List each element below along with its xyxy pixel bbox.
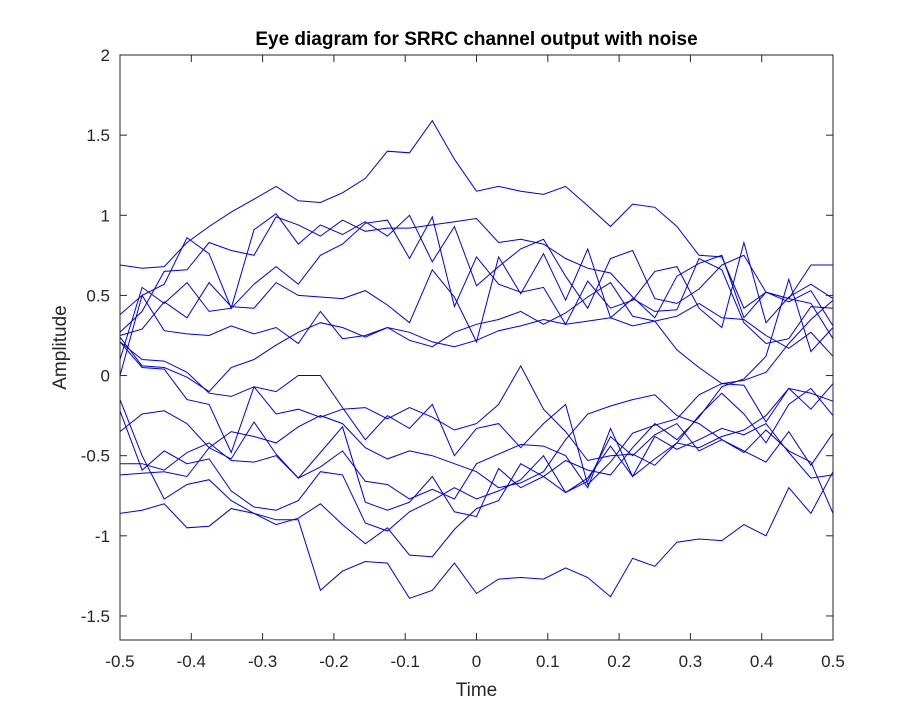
x-axis-label: Time bbox=[456, 680, 498, 701]
y-tick-label-3: 0 bbox=[101, 367, 110, 386]
y-tick-label-5: 1 bbox=[101, 206, 110, 225]
x-axis-ticks: -0.5 -0.4 -0.3 -0.2 -0.1 0 0.1 0.2 0.3 0.4 0.5 bbox=[105, 55, 845, 671]
y-tick-label-6: 1.5 bbox=[86, 126, 110, 145]
trace-line-4 bbox=[119, 215, 834, 360]
chart-title: Eye diagram for SRRC channel output with… bbox=[255, 29, 697, 50]
x-tick-label-1: -0.4 bbox=[177, 652, 206, 671]
x-tick-label-0: -0.5 bbox=[105, 652, 134, 671]
y-tick-label-7: 2 bbox=[101, 46, 110, 65]
x-tick-label-5: 0 bbox=[472, 652, 481, 671]
trace-line-11 bbox=[120, 422, 834, 500]
y-tick-label-2: -0.5 bbox=[81, 447, 110, 466]
trace-line-3 bbox=[119, 213, 834, 339]
trace-line-12 bbox=[119, 421, 834, 518]
trace-line-9 bbox=[119, 341, 834, 486]
trace-line-7 bbox=[119, 281, 834, 393]
x-tick-label-10: 0.5 bbox=[821, 652, 845, 671]
trace-line-15 bbox=[119, 471, 834, 599]
trace-line-6 bbox=[119, 294, 834, 376]
x-tick-label-4: -0.1 bbox=[391, 652, 420, 671]
trace-line-8 bbox=[119, 341, 834, 466]
x-tick-label-3: -0.2 bbox=[319, 652, 348, 671]
y-axis-label: Amplitude bbox=[50, 305, 71, 390]
plot-area bbox=[120, 55, 833, 640]
y-tick-label-0: -1.5 bbox=[81, 607, 110, 626]
y-axis-ticks: -1.5 -1 -0.5 0 0.5 1 1.5 2 bbox=[81, 46, 833, 626]
series-layer bbox=[119, 119, 834, 599]
x-tick-label-7: 0.2 bbox=[607, 652, 631, 671]
x-tick-label-2: -0.3 bbox=[248, 652, 277, 671]
trace-line-5 bbox=[119, 247, 834, 345]
y-tick-label-4: 0.5 bbox=[86, 286, 110, 305]
x-tick-label-8: 0.3 bbox=[679, 652, 703, 671]
x-tick-label-9: 0.4 bbox=[750, 652, 774, 671]
trace-line-2 bbox=[119, 216, 834, 333]
trace-line-10 bbox=[119, 394, 834, 489]
trace-line-1 bbox=[119, 119, 833, 309]
x-tick-label-6: 0.1 bbox=[536, 652, 560, 671]
y-tick-label-1: -1 bbox=[95, 527, 110, 546]
trace-line-14 bbox=[119, 277, 834, 558]
trace-line-13 bbox=[119, 383, 834, 532]
